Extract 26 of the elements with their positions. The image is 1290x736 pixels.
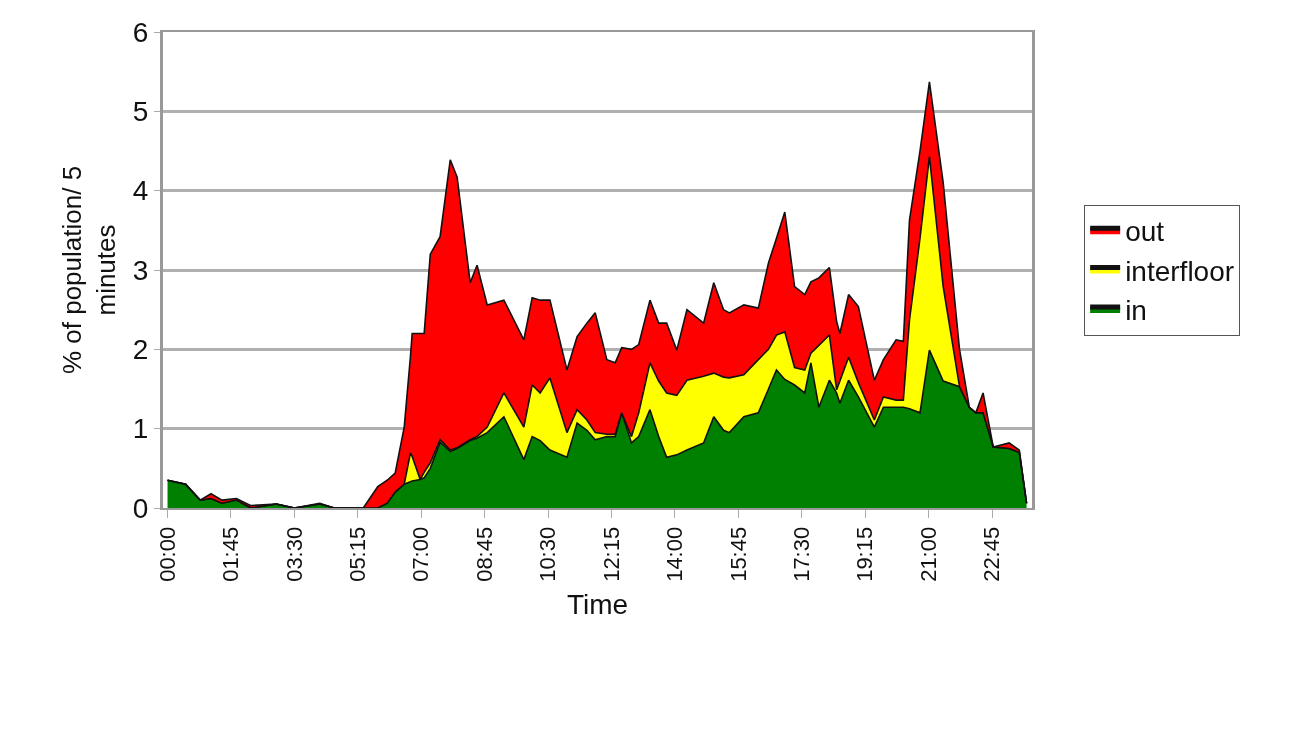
x-tick-label: 22:45	[979, 526, 1005, 582]
x-tick-label: 17:30	[788, 526, 814, 582]
x-tick-label: 03:30	[281, 526, 307, 582]
x-tick-label: 08:45	[471, 526, 497, 582]
legend-label: interfloor	[1125, 255, 1235, 287]
x-tick-label: 01:45	[218, 526, 244, 582]
y-tick-label: 3	[132, 254, 149, 286]
legend-label: in	[1125, 294, 1147, 326]
y-axis-title: % of population/ 5 minutes	[57, 165, 122, 375]
x-tick-label: 00:00	[154, 526, 180, 582]
y-tick-label: 4	[132, 175, 149, 207]
x-tick-label: 10:30	[535, 526, 561, 582]
legend-label: out	[1125, 216, 1165, 248]
x-tick-label: 21:00	[915, 526, 941, 582]
x-tick-label: 15:45	[725, 526, 751, 582]
y-tick-label: 6	[132, 16, 149, 48]
x-tick-label: 19:15	[852, 526, 878, 582]
x-tick-label: 05:15	[344, 526, 370, 582]
y-tick-label: 1	[132, 413, 149, 445]
y-tick-label: 2	[132, 334, 149, 366]
x-tick-label: 12:15	[598, 526, 624, 582]
x-tick-label: 14:00	[662, 526, 688, 582]
x-axis-title: Time	[566, 589, 629, 621]
x-tick-label: 07:00	[408, 526, 434, 582]
y-tick-label: 5	[132, 96, 149, 128]
y-tick-label: 0	[132, 492, 149, 524]
